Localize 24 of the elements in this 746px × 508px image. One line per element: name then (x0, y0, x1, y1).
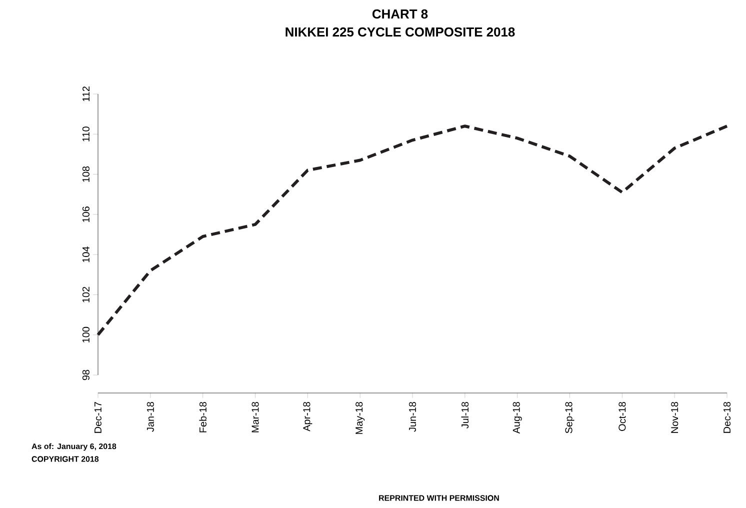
y-tick-label: 98 (82, 370, 90, 380)
x-tick-label: Apr-18 (303, 402, 312, 432)
y-tick-label: 102 (82, 286, 90, 302)
x-tick-label: Sep-18 (565, 402, 574, 434)
x-tick-label: Oct-18 (618, 402, 626, 431)
x-tick-label: Jan-18 (146, 402, 154, 432)
line-series (96, 124, 729, 336)
x-tick-label: Feb-18 (199, 402, 206, 432)
x-tick-label: Dec-18 (723, 402, 731, 433)
x-tick-label: Aug-18 (512, 402, 522, 434)
x-tick-label: Jul-18 (461, 402, 469, 428)
chart-subtitle: NIKKEI 225 CYCLE COMPOSITE 2018 (286, 27, 515, 37)
chart-title: CHART 8 (372, 9, 428, 19)
y-tick-label: 106 (82, 206, 90, 222)
x-tick-label: Dec-17 (94, 402, 102, 433)
y-tick-label: 112 (82, 86, 90, 102)
x-tick-label: Mar-18 (252, 402, 259, 432)
x-tick-label: Jun-18 (408, 402, 416, 432)
x-tick-label: May-18 (356, 402, 365, 434)
y-tick-label: 100 (82, 326, 90, 342)
y-tick-label: 108 (82, 166, 90, 182)
y-tick-label: 104 (82, 246, 90, 262)
x-tick-label: Nov-18 (671, 402, 678, 433)
y-tick-label: 110 (82, 126, 90, 142)
